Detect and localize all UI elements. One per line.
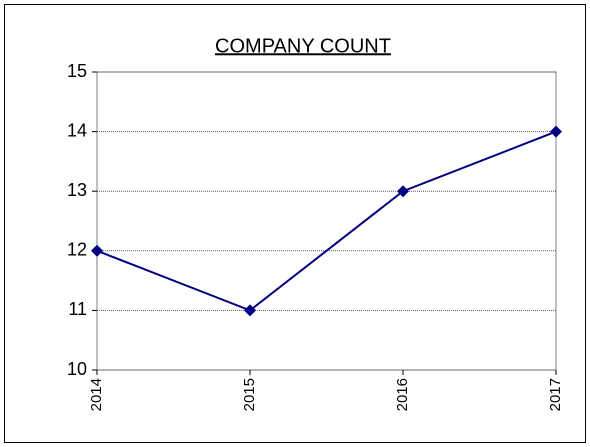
- y-tick-label: 15: [67, 61, 87, 81]
- line: [96, 130, 557, 312]
- x-tick-label: 2016: [394, 378, 411, 411]
- chart-title: COMPANY COUNT: [215, 35, 391, 57]
- marker: [91, 244, 103, 257]
- x-tick-label: 2014: [88, 378, 105, 411]
- x-tick-label: 2015: [241, 378, 258, 411]
- y-tick-label: 10: [67, 359, 87, 379]
- y-tick-label: 11: [68, 299, 87, 319]
- x-tick-label: 2017: [547, 378, 564, 411]
- y-tick-label: 12: [67, 240, 87, 260]
- y-tick-label: 13: [67, 180, 87, 200]
- marker: [397, 185, 409, 198]
- plot-area: [96, 71, 557, 371]
- marker: [550, 125, 562, 138]
- marker: [244, 304, 256, 317]
- y-tick-label: 14: [67, 120, 87, 140]
